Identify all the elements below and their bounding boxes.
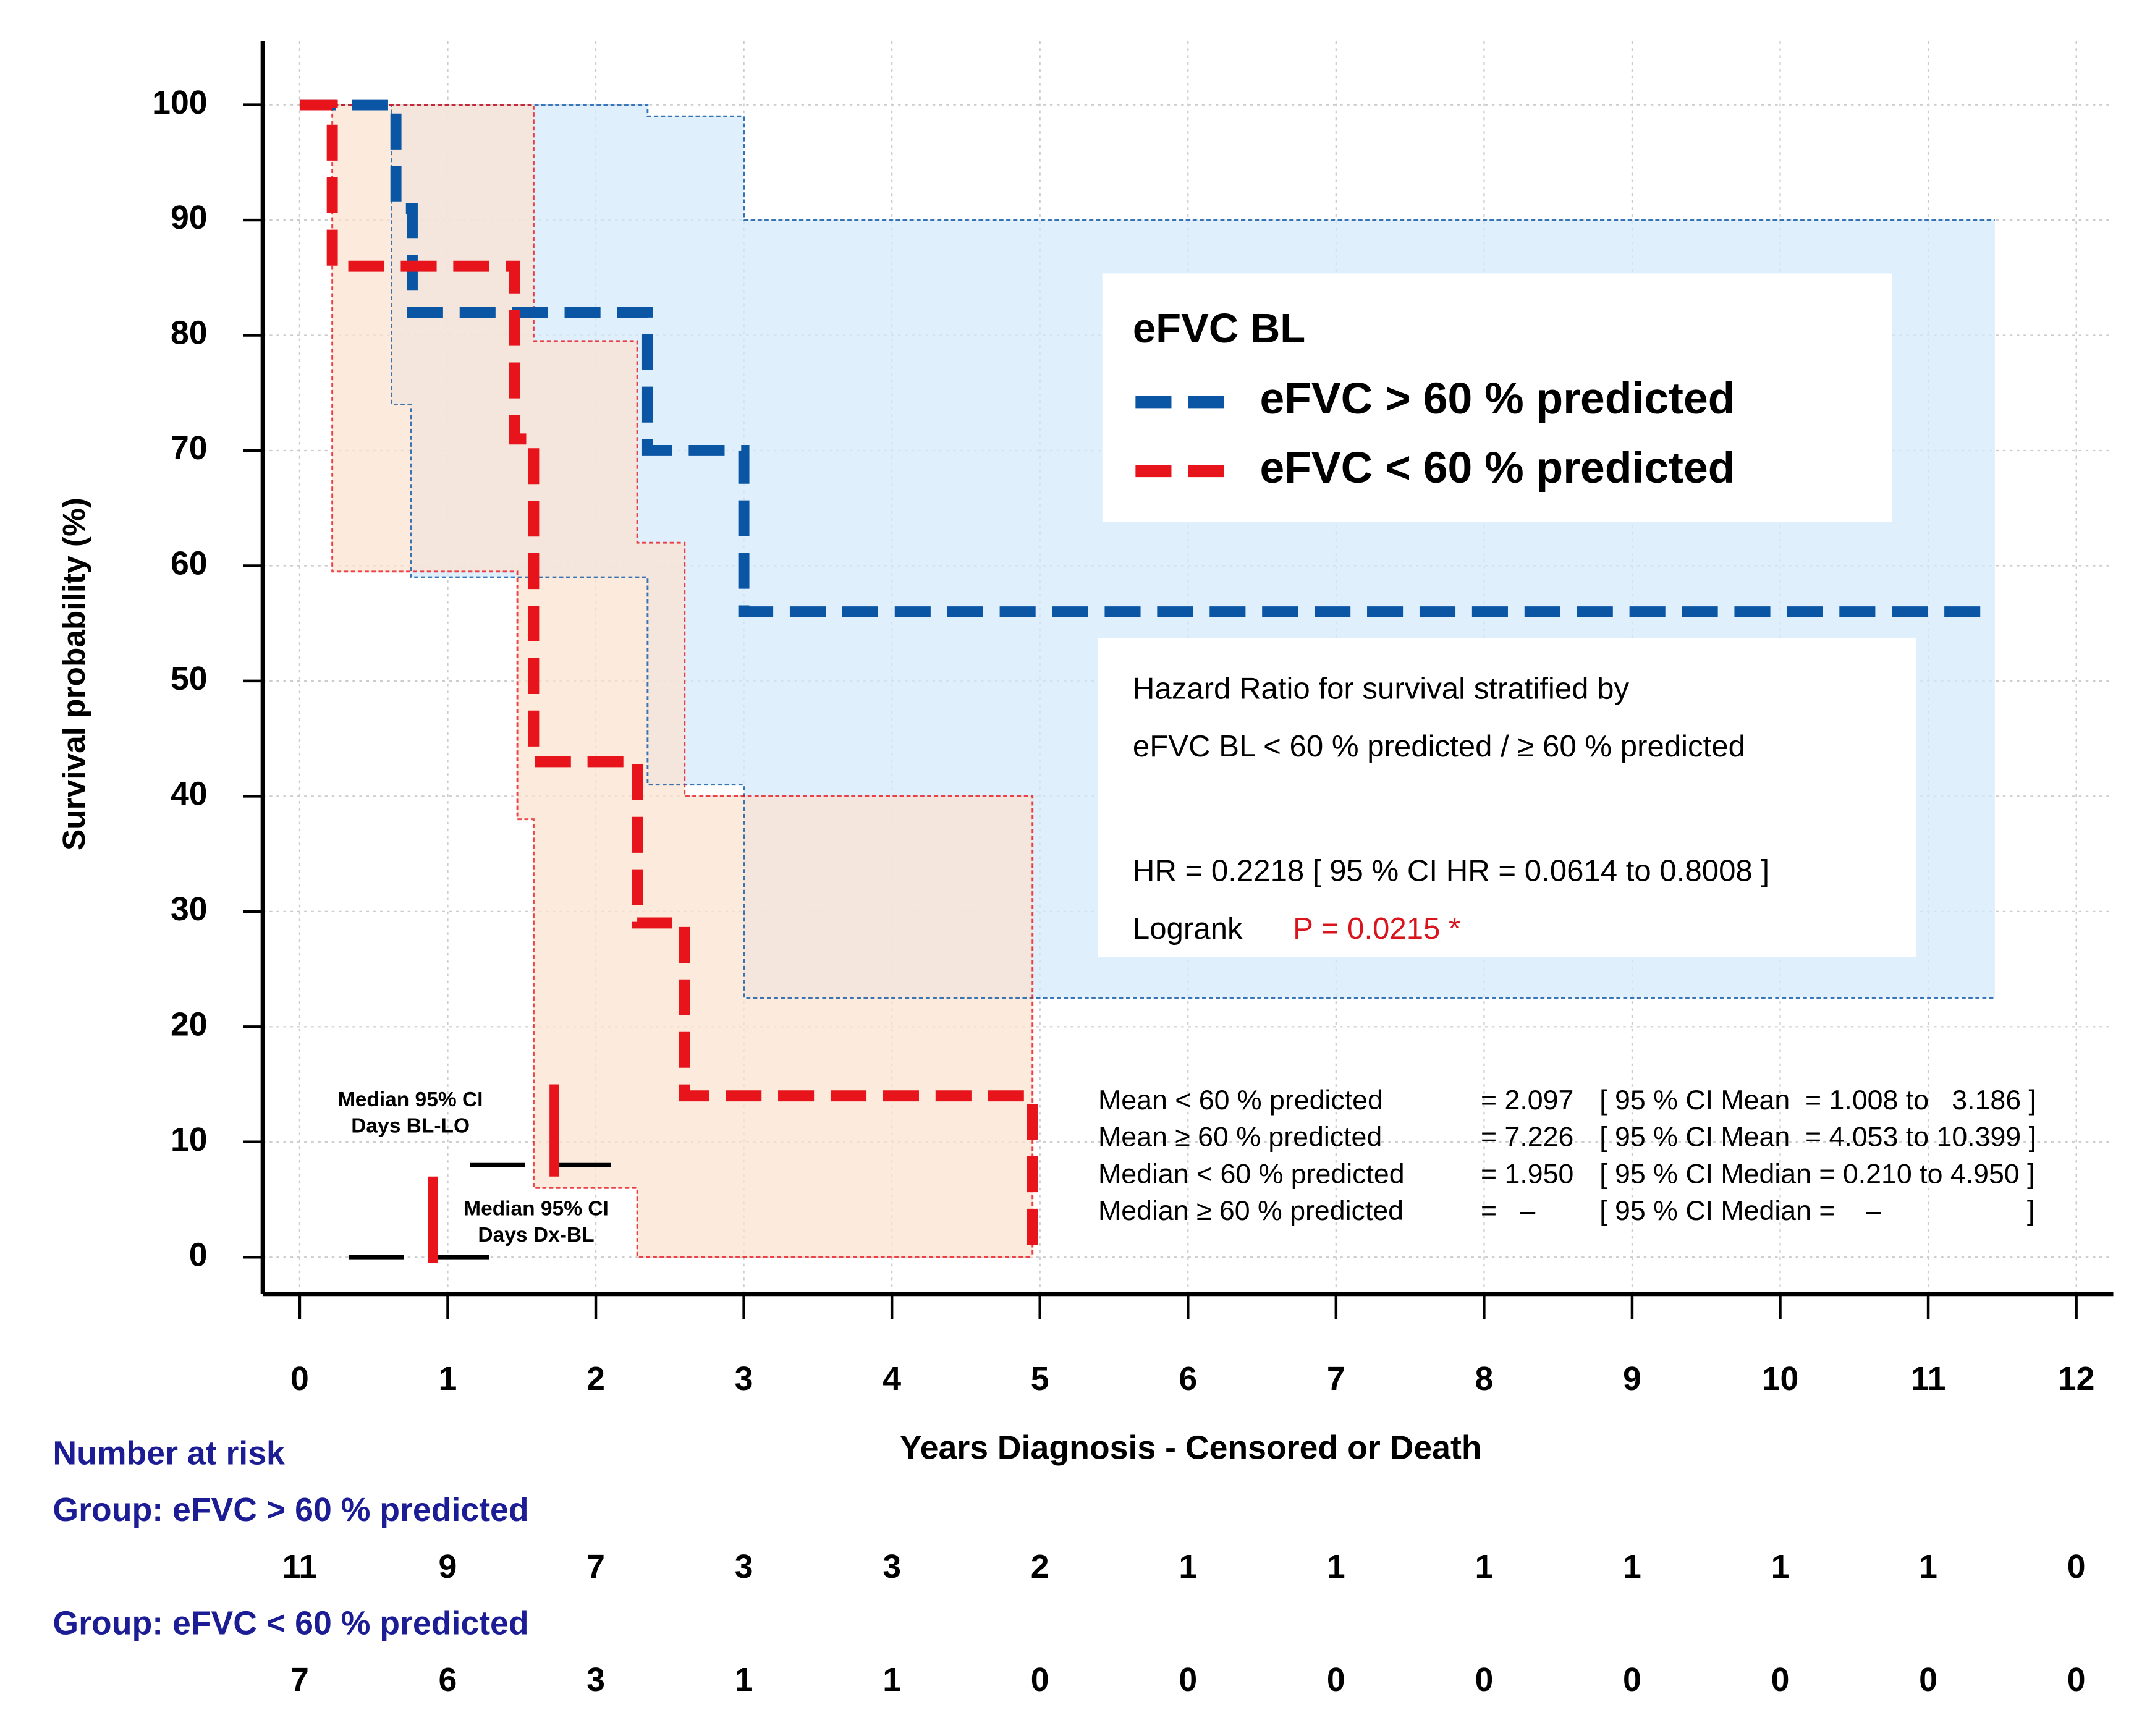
- median-label: Days BL-LO: [351, 1114, 470, 1137]
- stats-text: [ 95 % CI Median = 0.210 to 4.950 ]: [1599, 1159, 2034, 1189]
- risk-count: 0: [1771, 1661, 1790, 1698]
- legend-title: eFVC BL: [1133, 305, 1305, 352]
- y-axis-label: Survival probability (%): [56, 498, 91, 850]
- risk-count: 1: [1919, 1548, 1937, 1585]
- y-tick-label: 20: [171, 1006, 208, 1043]
- survival-curve: [299, 99, 1995, 617]
- risk-group: Group: eFVC < 60 % predicted: [53, 1604, 528, 1641]
- stats-text: = –: [1481, 1196, 1535, 1226]
- y-tick-label: 100: [152, 84, 207, 121]
- risk-count: 7: [586, 1548, 605, 1585]
- hazard-box: [1098, 638, 1916, 957]
- stats-text: [ 95 % CI Mean = 1.008 to 3.186 ]: [1599, 1085, 2036, 1116]
- risk-count: 0: [1475, 1661, 1493, 1698]
- risk-count: 0: [1179, 1661, 1197, 1698]
- hazard-text: Hazard Ratio for survival stratified by: [1133, 671, 1630, 705]
- stats-text: [ 95 % CI Mean = 4.053 to 10.399 ]: [1599, 1122, 2036, 1153]
- risk-count: 11: [282, 1548, 318, 1585]
- risk-title: Number at risk: [53, 1435, 285, 1472]
- x-tick-label: 11: [1911, 1360, 1946, 1397]
- risk-count: 1: [1771, 1548, 1790, 1585]
- y-tick-label: 90: [171, 199, 208, 236]
- x-tick-label: 10: [1762, 1360, 1799, 1397]
- risk-count: 1: [1623, 1548, 1641, 1585]
- risk-count: 1: [735, 1661, 753, 1698]
- risk-count: 1: [1179, 1548, 1197, 1585]
- risk-count: 3: [735, 1548, 753, 1585]
- risk-count: 3: [883, 1548, 901, 1585]
- median-label: Days Dx-BL: [478, 1224, 594, 1247]
- risk-count: 0: [1919, 1661, 1937, 1698]
- risk-count: 1: [883, 1661, 901, 1698]
- risk-count: 2: [1031, 1548, 1049, 1585]
- risk-count: 0: [2067, 1548, 2086, 1585]
- y-tick-label: 10: [171, 1121, 208, 1158]
- median-label: Median 95% CI: [464, 1197, 609, 1220]
- stats-text: Mean ≥ 60 % predicted: [1098, 1122, 1382, 1153]
- risk-count: 0: [1623, 1661, 1641, 1698]
- risk-count: 1: [1475, 1548, 1493, 1585]
- x-tick-label: 6: [1179, 1360, 1197, 1397]
- ci-line: [299, 104, 1995, 221]
- x-axis-label: Years Diagnosis - Censored or Death: [900, 1429, 1482, 1467]
- survival-curve: [299, 99, 1038, 1258]
- risk-count: 3: [586, 1661, 605, 1698]
- median-label: Median 95% CI: [338, 1088, 483, 1111]
- y-tick-label: 30: [171, 891, 208, 928]
- stats-text: = 1.950: [1481, 1159, 1573, 1189]
- legend-label: eFVC < 60 % predicted: [1260, 443, 1735, 493]
- stats-text: Median ≥ 60 % predicted: [1098, 1196, 1404, 1226]
- y-tick-label: 60: [171, 545, 208, 582]
- x-tick-label: 4: [883, 1360, 901, 1397]
- legend-box: [1102, 273, 1892, 522]
- ci-band: [299, 104, 1033, 1258]
- hazard-text: eFVC BL < 60 % predicted / ≥ 60 % predic…: [1133, 729, 1745, 763]
- hazard-text: HR = 0.2218 [ 95 % CI HR = 0.0614 to 0.8…: [1133, 853, 1769, 887]
- risk-count: 6: [439, 1661, 457, 1698]
- stats-text: Median < 60 % predicted: [1098, 1159, 1405, 1189]
- x-tick-label: 7: [1327, 1360, 1345, 1397]
- risk-group: Group: eFVC > 60 % predicted: [53, 1491, 528, 1528]
- x-tick-label: 2: [586, 1360, 605, 1397]
- stats-text: = 2.097: [1481, 1085, 1573, 1116]
- x-tick-label: 8: [1475, 1360, 1493, 1397]
- x-tick-label: 0: [290, 1360, 309, 1397]
- risk-count: 1: [1327, 1548, 1345, 1585]
- ci-line: [299, 104, 1034, 1258]
- stats-text: [ 95 % CI Median = – ]: [1599, 1196, 2034, 1226]
- stats-text: = 7.226: [1481, 1122, 1573, 1153]
- x-tick-label: 1: [439, 1360, 457, 1397]
- ci-line: [299, 104, 1995, 999]
- risk-count: 0: [1327, 1661, 1345, 1698]
- x-tick-label: 5: [1031, 1360, 1049, 1397]
- x-tick-label: 3: [735, 1360, 753, 1397]
- legend-label: eFVC > 60 % predicted: [1260, 374, 1735, 423]
- x-tick-label: 12: [2058, 1360, 2095, 1397]
- risk-count: 0: [2067, 1661, 2086, 1698]
- logrank-label: Logrank: [1133, 912, 1243, 946]
- risk-count: 9: [439, 1548, 457, 1585]
- y-tick-label: 50: [171, 660, 208, 697]
- y-tick-label: 40: [171, 776, 208, 813]
- y-tick-label: 0: [189, 1236, 208, 1273]
- x-tick-label: 9: [1623, 1360, 1641, 1397]
- ci-line: [299, 104, 1033, 1258]
- risk-count: 0: [1031, 1661, 1049, 1698]
- y-tick-label: 70: [171, 430, 208, 467]
- y-tick-label: 80: [171, 315, 208, 352]
- risk-count: 7: [290, 1661, 309, 1698]
- stats-text: Mean < 60 % predicted: [1098, 1085, 1383, 1116]
- p-value: P = 0.0215 *: [1293, 912, 1460, 946]
